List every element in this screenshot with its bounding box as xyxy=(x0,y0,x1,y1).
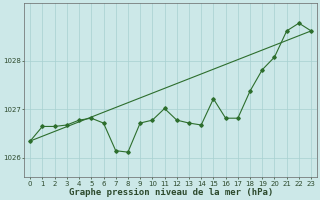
X-axis label: Graphe pression niveau de la mer (hPa): Graphe pression niveau de la mer (hPa) xyxy=(68,188,273,197)
